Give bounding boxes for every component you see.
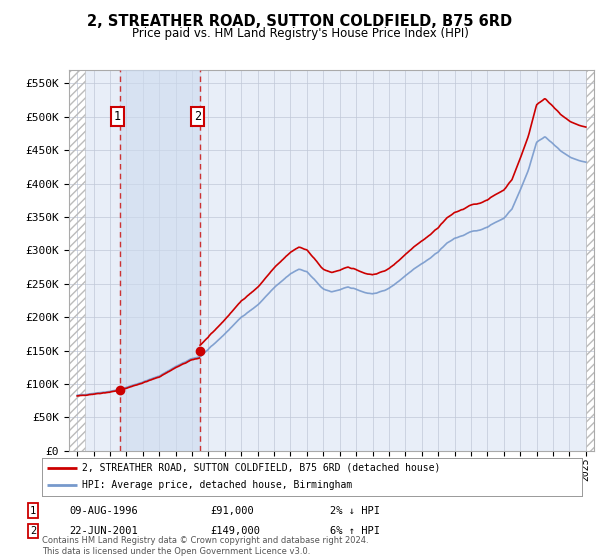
Text: 1: 1 [114,110,121,123]
Bar [120,70,200,451]
Text: 2, STREATHER ROAD, SUTTON COLDFIELD, B75 6RD (detached house): 2, STREATHER ROAD, SUTTON COLDFIELD, B75… [83,463,441,473]
Text: Price paid vs. HM Land Registry's House Price Index (HPI): Price paid vs. HM Land Registry's House … [131,27,469,40]
Text: 1: 1 [30,506,36,516]
Text: HPI: Average price, detached house, Birmingham: HPI: Average price, detached house, Birm… [83,480,353,491]
Text: 2% ↓ HPI: 2% ↓ HPI [330,506,380,516]
Text: 09-AUG-1996: 09-AUG-1996 [69,506,138,516]
Text: 6% ↑ HPI: 6% ↑ HPI [330,526,380,536]
Text: 22-JUN-2001: 22-JUN-2001 [69,526,138,536]
Text: £91,000: £91,000 [210,506,254,516]
Text: 2: 2 [30,526,36,536]
Text: £149,000: £149,000 [210,526,260,536]
Text: 2, STREATHER ROAD, SUTTON COLDFIELD, B75 6RD: 2, STREATHER ROAD, SUTTON COLDFIELD, B75… [88,14,512,29]
Text: Contains HM Land Registry data © Crown copyright and database right 2024.
This d: Contains HM Land Registry data © Crown c… [42,536,368,556]
Text: 2: 2 [194,110,201,123]
